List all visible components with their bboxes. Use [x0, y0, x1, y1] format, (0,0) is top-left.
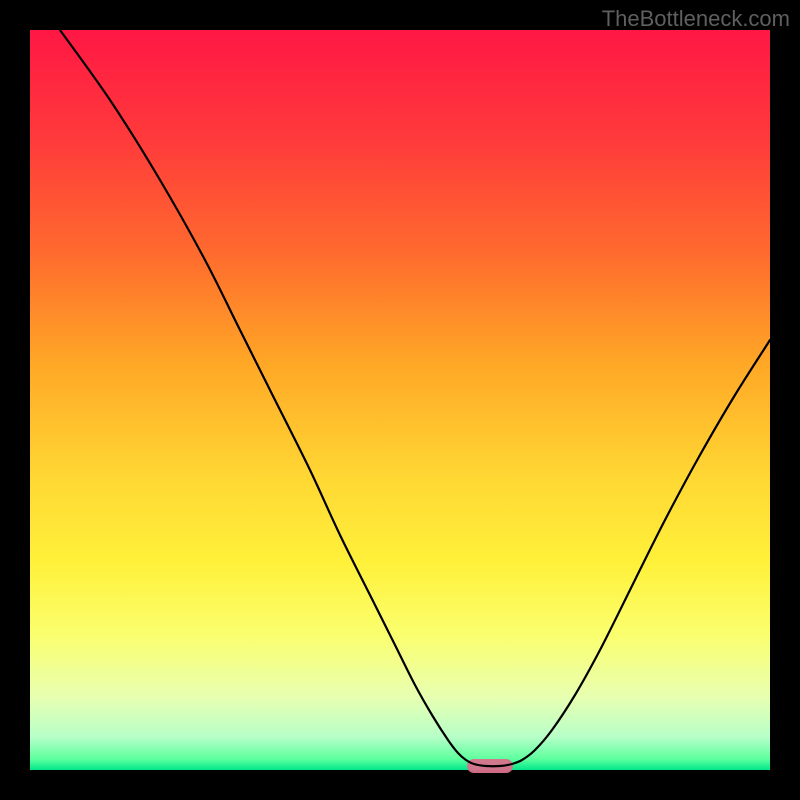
- plot-overlay: [0, 0, 800, 800]
- watermark-text: TheBottleneck.com: [602, 6, 790, 32]
- bottleneck-curve: [60, 30, 770, 766]
- chart-container: TheBottleneck.com: [0, 0, 800, 800]
